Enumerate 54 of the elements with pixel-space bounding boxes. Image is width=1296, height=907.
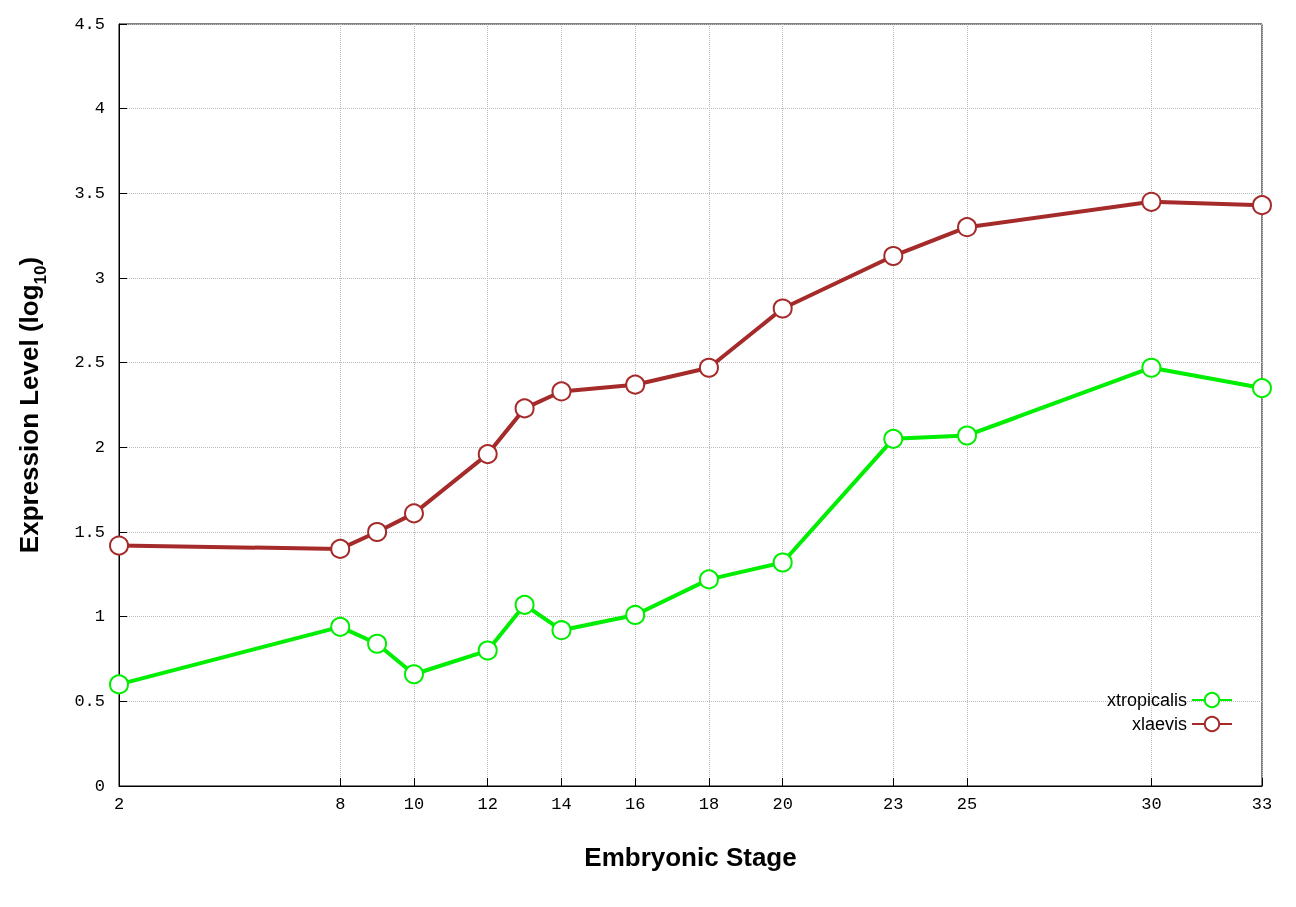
point: [403, 503, 424, 524]
point: [477, 640, 498, 661]
legend-label: xtropicalis: [1106, 690, 1187, 710]
x-tick-label: 30: [1141, 795, 1162, 814]
point: [1141, 191, 1162, 212]
y-tick-label: 3.5: [74, 183, 105, 203]
point: [330, 538, 351, 559]
point: [403, 664, 424, 685]
x-tick-label: 12: [477, 795, 498, 814]
point: [698, 569, 719, 590]
x-tick-label: 14: [551, 795, 572, 814]
x-tick-label: 33: [1251, 795, 1273, 814]
legend-label: xlaevis: [1131, 714, 1187, 734]
x-tick-label: 18: [698, 795, 720, 814]
point: [330, 616, 351, 637]
point: [109, 535, 129, 556]
point: [367, 633, 388, 654]
point: [551, 620, 572, 641]
point: [109, 674, 129, 695]
y-tick-label: 0.5: [74, 691, 105, 711]
point: [957, 425, 978, 446]
point: [957, 217, 978, 238]
y-tick-label: 2.5: [74, 353, 105, 373]
point: [514, 594, 535, 615]
x-tick-label: 8: [335, 795, 346, 814]
x-tick-label: 16: [624, 795, 646, 814]
point: [625, 374, 646, 395]
point: [1252, 378, 1272, 399]
point: [772, 298, 793, 319]
point: [1141, 357, 1162, 378]
x-tick-label: 10: [403, 795, 425, 814]
x-tick-label: 25: [956, 795, 978, 814]
x-tick-label: 2: [113, 795, 125, 814]
point: [625, 604, 646, 625]
y-tick-label: 2: [94, 437, 105, 457]
x-axis-title: Embryonic Stage: [584, 842, 797, 872]
point: [883, 245, 904, 266]
y-tick-label: 1: [94, 607, 105, 627]
point: [551, 381, 572, 402]
y-tick-label: 4.5: [74, 14, 105, 34]
y-tick-label: 4: [94, 99, 105, 119]
point: [698, 357, 719, 378]
point: [477, 444, 498, 465]
y-tick-label: 0: [94, 776, 105, 796]
point: [367, 522, 388, 542]
x-tick-label: 20: [772, 795, 793, 814]
point: [514, 398, 535, 419]
y-axis-title: Expression Level (log10): [14, 256, 50, 554]
y-tick-label: 1.5: [74, 522, 105, 542]
x-tick-label: 23: [883, 795, 904, 814]
point: [1252, 195, 1272, 216]
point: [883, 428, 904, 449]
point: [772, 552, 793, 573]
y-tick-label: 3: [94, 268, 105, 288]
